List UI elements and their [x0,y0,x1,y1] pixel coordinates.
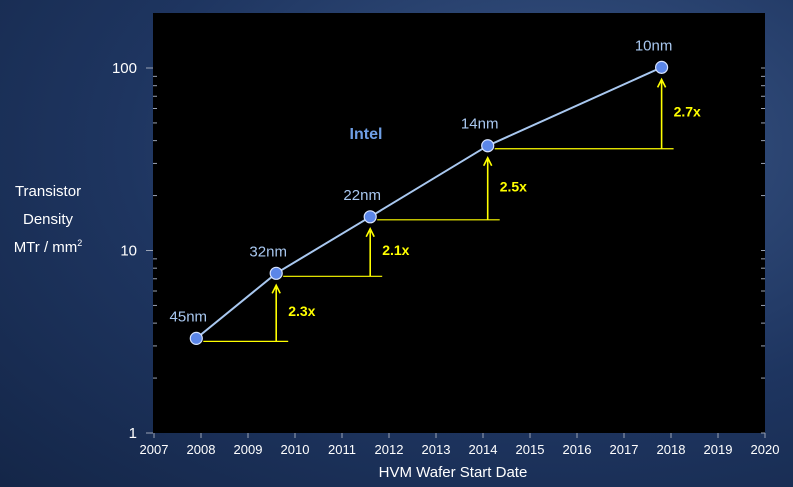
series-label-intel: Intel [350,126,383,143]
data-point-label: 45nm [170,308,208,325]
x-tick-label: 2018 [657,442,686,457]
y-axis-label-line-2: Density [22,211,74,228]
scaling-factor-label: 2.5x [500,178,527,194]
data-point [654,60,669,74]
scaling-factor-label: 2.7x [674,104,701,120]
data-point-label: 32nm [249,243,287,260]
x-tick-label: 2017 [610,442,639,457]
x-tick-label: 2020 [751,442,780,457]
x-tick-label: 2010 [281,442,310,457]
x-tick-label: 2009 [234,442,263,457]
data-point-label: 22nm [343,187,381,204]
plot-area [153,13,765,433]
data-point-label: 10nm [635,37,673,54]
x-tick-label: 2015 [516,442,545,457]
y-axis-unit: MTr / mm [13,239,78,256]
scaling-factor-label: 2.1x [382,242,409,258]
y-axis-label-line-1: Transistor [14,183,82,200]
scaling-arrow-head [365,227,375,238]
scaling-arrow-head [482,155,493,167]
scaling-arrow-head [271,283,281,294]
y-tick-label: 10 [120,243,137,260]
y-axis-unit-exponent: 2 [77,238,83,248]
x-tick-label: 2013 [422,442,451,457]
x-tick-label: 2019 [704,442,733,457]
series-line: 45nm 32nm 22nm 14nm 10nm [170,37,673,345]
data-point [189,331,203,345]
x-tick-label: 2011 [328,442,356,457]
x-axis-label: HVM Wafer Start Date [379,464,528,481]
x-tick-label: 2014 [469,442,498,457]
y-axis-label-line-3: MTr / mm2 [0,238,96,256]
data-point [269,266,283,280]
x-tick-label: 2016 [563,442,592,457]
annotations: 2.3x 2.1x 2.5x 2.7x [203,77,701,342]
y-tick-label: 1 [129,425,137,442]
x-tick-label: 2008 [187,442,216,457]
y-tick-label: 100 [112,60,137,77]
x-tick-label: 2012 [375,442,404,457]
x-tick-label: 2007 [140,442,169,457]
scaling-arrow-head [656,77,667,88]
data-point [363,210,377,224]
data-point [481,139,495,153]
scaling-factor-label: 2.3x [288,303,315,319]
data-point-label: 14nm [461,116,499,133]
axes: 1 10 100 2007 2008 2009 2010 2011 2012 2013 2014 20… [112,60,779,457]
